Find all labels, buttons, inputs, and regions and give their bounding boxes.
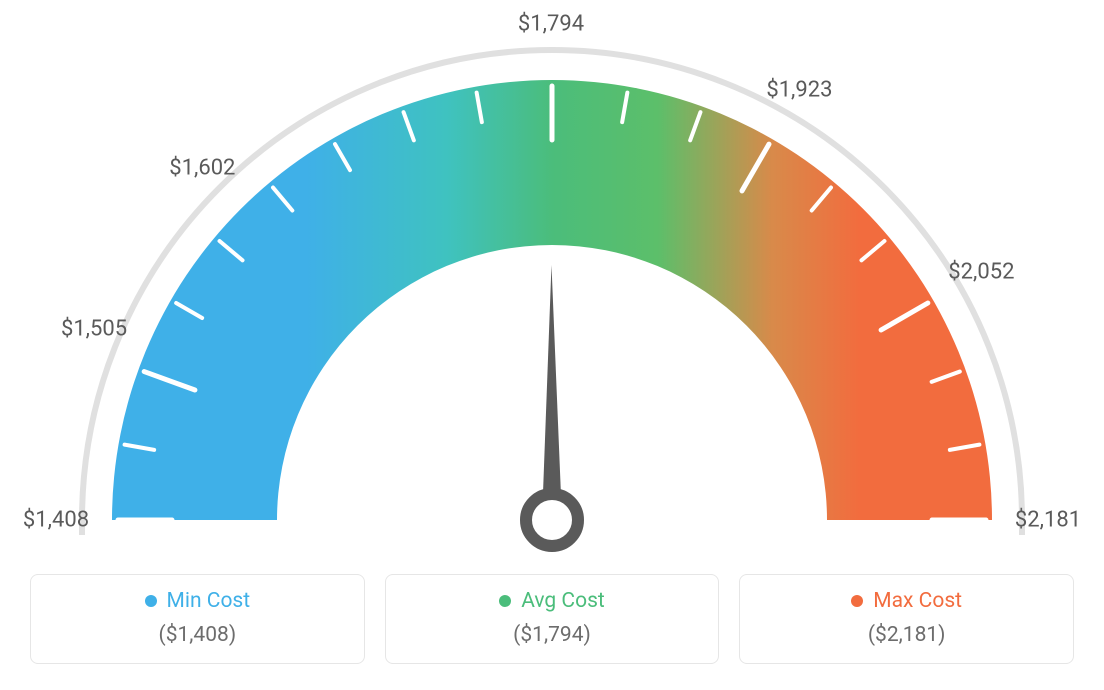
legend-card-avg: Avg Cost ($1,794)	[385, 574, 720, 664]
legend-dot-max	[851, 595, 863, 607]
legend-dot-avg	[499, 595, 511, 607]
gauge-tick-label: $2,052	[948, 259, 1014, 284]
gauge-tick-label: $1,505	[61, 317, 127, 342]
gauge-tick-label: $2,181	[1015, 508, 1081, 533]
legend-label-max: Max Cost	[873, 589, 962, 613]
gauge-tick-label: $1,602	[169, 156, 235, 181]
legend-value-max: ($2,181)	[750, 623, 1063, 647]
legend-dot-min	[145, 595, 157, 607]
legend-row: Min Cost ($1,408) Avg Cost ($1,794) Max …	[30, 574, 1074, 664]
legend-card-min: Min Cost ($1,408)	[30, 574, 365, 664]
gauge-tick-label: $1,923	[766, 78, 832, 103]
gauge-tick-label: $1,794	[518, 12, 584, 37]
legend-label-min: Min Cost	[167, 589, 251, 613]
gauge-tick-label: $1,408	[23, 508, 89, 533]
legend-value-avg: ($1,794)	[396, 623, 709, 647]
chart-container: $1,408 $1,505 $1,602 $1,794 $1,923 $2,052 $2,1…	[0, 0, 1104, 690]
legend-label-avg: Avg Cost	[521, 589, 605, 613]
legend-value-min: ($1,408)	[41, 623, 354, 647]
legend-card-max: Max Cost ($2,181)	[739, 574, 1074, 664]
gauge: $1,408 $1,505 $1,602 $1,794 $1,923 $2,052 $2,1…	[0, 0, 1104, 560]
